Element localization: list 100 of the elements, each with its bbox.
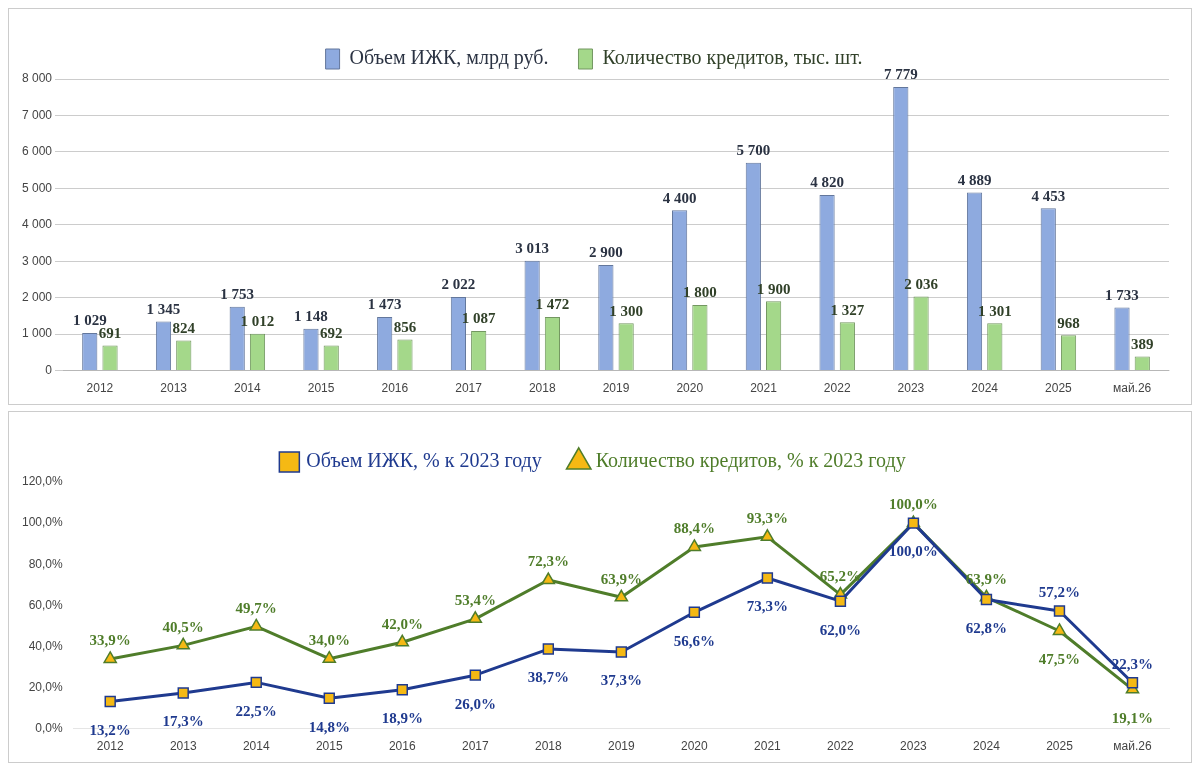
x-tick-label: 2024	[971, 381, 999, 396]
point	[687, 539, 702, 552]
data-label: 38,7%	[527, 669, 569, 686]
data-label: 56,6%	[673, 632, 715, 649]
x-tick-label: 2025	[1046, 739, 1074, 754]
data-label: 26,0%	[454, 695, 496, 712]
x-tick-label: 2023	[897, 381, 925, 396]
point	[104, 695, 116, 708]
point	[542, 643, 555, 655]
data-label: 18,9%	[381, 710, 423, 727]
data-label: 42,0%	[381, 615, 423, 632]
data-label: 49,7%	[235, 599, 277, 616]
y-tick-label: 20,0%	[28, 679, 64, 694]
x-tick-label: 2020	[676, 381, 704, 396]
point	[614, 589, 629, 602]
x-tick-label: 2015	[315, 739, 343, 754]
x-tick-label: 2014	[242, 739, 270, 754]
data-label: 47,5%	[1038, 651, 1081, 668]
x-tick-label: 2012	[86, 381, 114, 396]
point	[468, 611, 483, 624]
data-label: 19,1%	[1111, 709, 1154, 726]
data-label: 53,4%	[454, 592, 496, 609]
legend-label: Объем ИЖК, млрд руб.	[349, 46, 549, 70]
data-label: 17,3%	[162, 713, 204, 730]
point	[103, 651, 118, 664]
x-tick-label: 2018	[528, 381, 556, 396]
data-label: 7 779	[883, 66, 918, 83]
data-label: 72,3%	[527, 553, 569, 570]
data-label: 62,8%	[965, 619, 1008, 636]
legend-label: Количество кредитов, тыс. шт.	[602, 46, 863, 70]
x-tick-label: 2017	[461, 739, 489, 754]
data-label: 33,9%	[89, 632, 131, 649]
x-tick-label: 2021	[754, 739, 782, 754]
y-tick-label: 5 000	[22, 180, 53, 195]
x-tick-label: 2019	[602, 381, 630, 396]
y-tick-label: 0	[45, 362, 53, 377]
point	[177, 687, 189, 699]
x-tick-label: 2019	[608, 739, 636, 754]
y-tick-label: 100,0%	[22, 515, 64, 530]
point	[395, 634, 410, 647]
data-label: 1 300	[609, 302, 644, 319]
data-label: 57,2%	[1038, 584, 1081, 601]
data-label: 34,0%	[308, 632, 350, 649]
y-tick-label: 8 000	[22, 71, 53, 86]
data-label: 1 327	[830, 301, 865, 318]
point	[322, 650, 337, 663]
point	[249, 618, 264, 631]
data-label: 100,0%	[889, 543, 938, 560]
data-label: 824	[172, 319, 196, 336]
y-tick-label: 1 000	[22, 326, 53, 341]
data-label: 62,0%	[819, 621, 862, 638]
data-label: 968	[1057, 314, 1080, 331]
point	[250, 676, 262, 689]
data-label: 692	[319, 324, 343, 341]
data-label: 1 148	[294, 308, 328, 325]
point	[760, 529, 775, 542]
data-label: 13,2%	[89, 721, 131, 738]
x-tick-label: 2023	[900, 739, 928, 754]
x-tick-label: 2021	[750, 381, 778, 396]
x-tick-label: 2017	[455, 381, 483, 396]
data-label: 2 900	[589, 244, 623, 261]
data-label: 22,5%	[235, 702, 277, 719]
y-tick-label: 7 000	[22, 107, 53, 122]
data-label: 389	[1131, 335, 1154, 352]
x-tick-label: 2022	[827, 739, 855, 754]
point	[761, 572, 774, 584]
data-label: 4 453	[1031, 187, 1066, 204]
legend-label: Объем ИЖК, % к 2023 году	[306, 449, 542, 473]
data-label: 2 036	[904, 275, 939, 292]
point	[1052, 623, 1067, 636]
data-label: 4 820	[810, 174, 844, 191]
data-label: 88,4%	[673, 520, 715, 537]
x-tick-label: 2013	[160, 381, 188, 396]
data-label: 1 800	[683, 284, 717, 301]
data-label: 37,3%	[600, 672, 642, 689]
x-tick-label: 2014	[234, 381, 262, 396]
y-tick-label: 2 000	[22, 290, 53, 305]
x-tick-label: 2016	[388, 739, 416, 754]
data-label: 1 473	[367, 296, 402, 313]
point	[1053, 605, 1066, 617]
data-label: 1 345	[146, 300, 181, 317]
y-tick-label: 120,0%	[22, 474, 64, 489]
x-tick-label: 2022	[823, 381, 851, 396]
x-tick-label: 2018	[534, 739, 562, 754]
data-label: 1 012	[240, 313, 275, 330]
data-label: 63,9%	[600, 570, 642, 587]
y-tick-label: 3 000	[22, 253, 53, 268]
point	[541, 572, 556, 585]
data-label: 1 087	[461, 310, 497, 327]
data-label: 1 301	[977, 302, 1012, 319]
point	[688, 606, 701, 618]
data-label: 5 700	[736, 142, 771, 159]
y-tick-label: 80,0%	[28, 556, 64, 571]
x-tick-label: 2013	[169, 739, 197, 754]
point	[834, 595, 847, 607]
y-tick-label: 0,0%	[35, 720, 64, 735]
data-label: 1 472	[535, 296, 570, 313]
data-label: 73,3%	[746, 598, 789, 615]
data-label: 4 889	[957, 171, 992, 188]
x-tick-label: май.26	[1112, 381, 1152, 396]
